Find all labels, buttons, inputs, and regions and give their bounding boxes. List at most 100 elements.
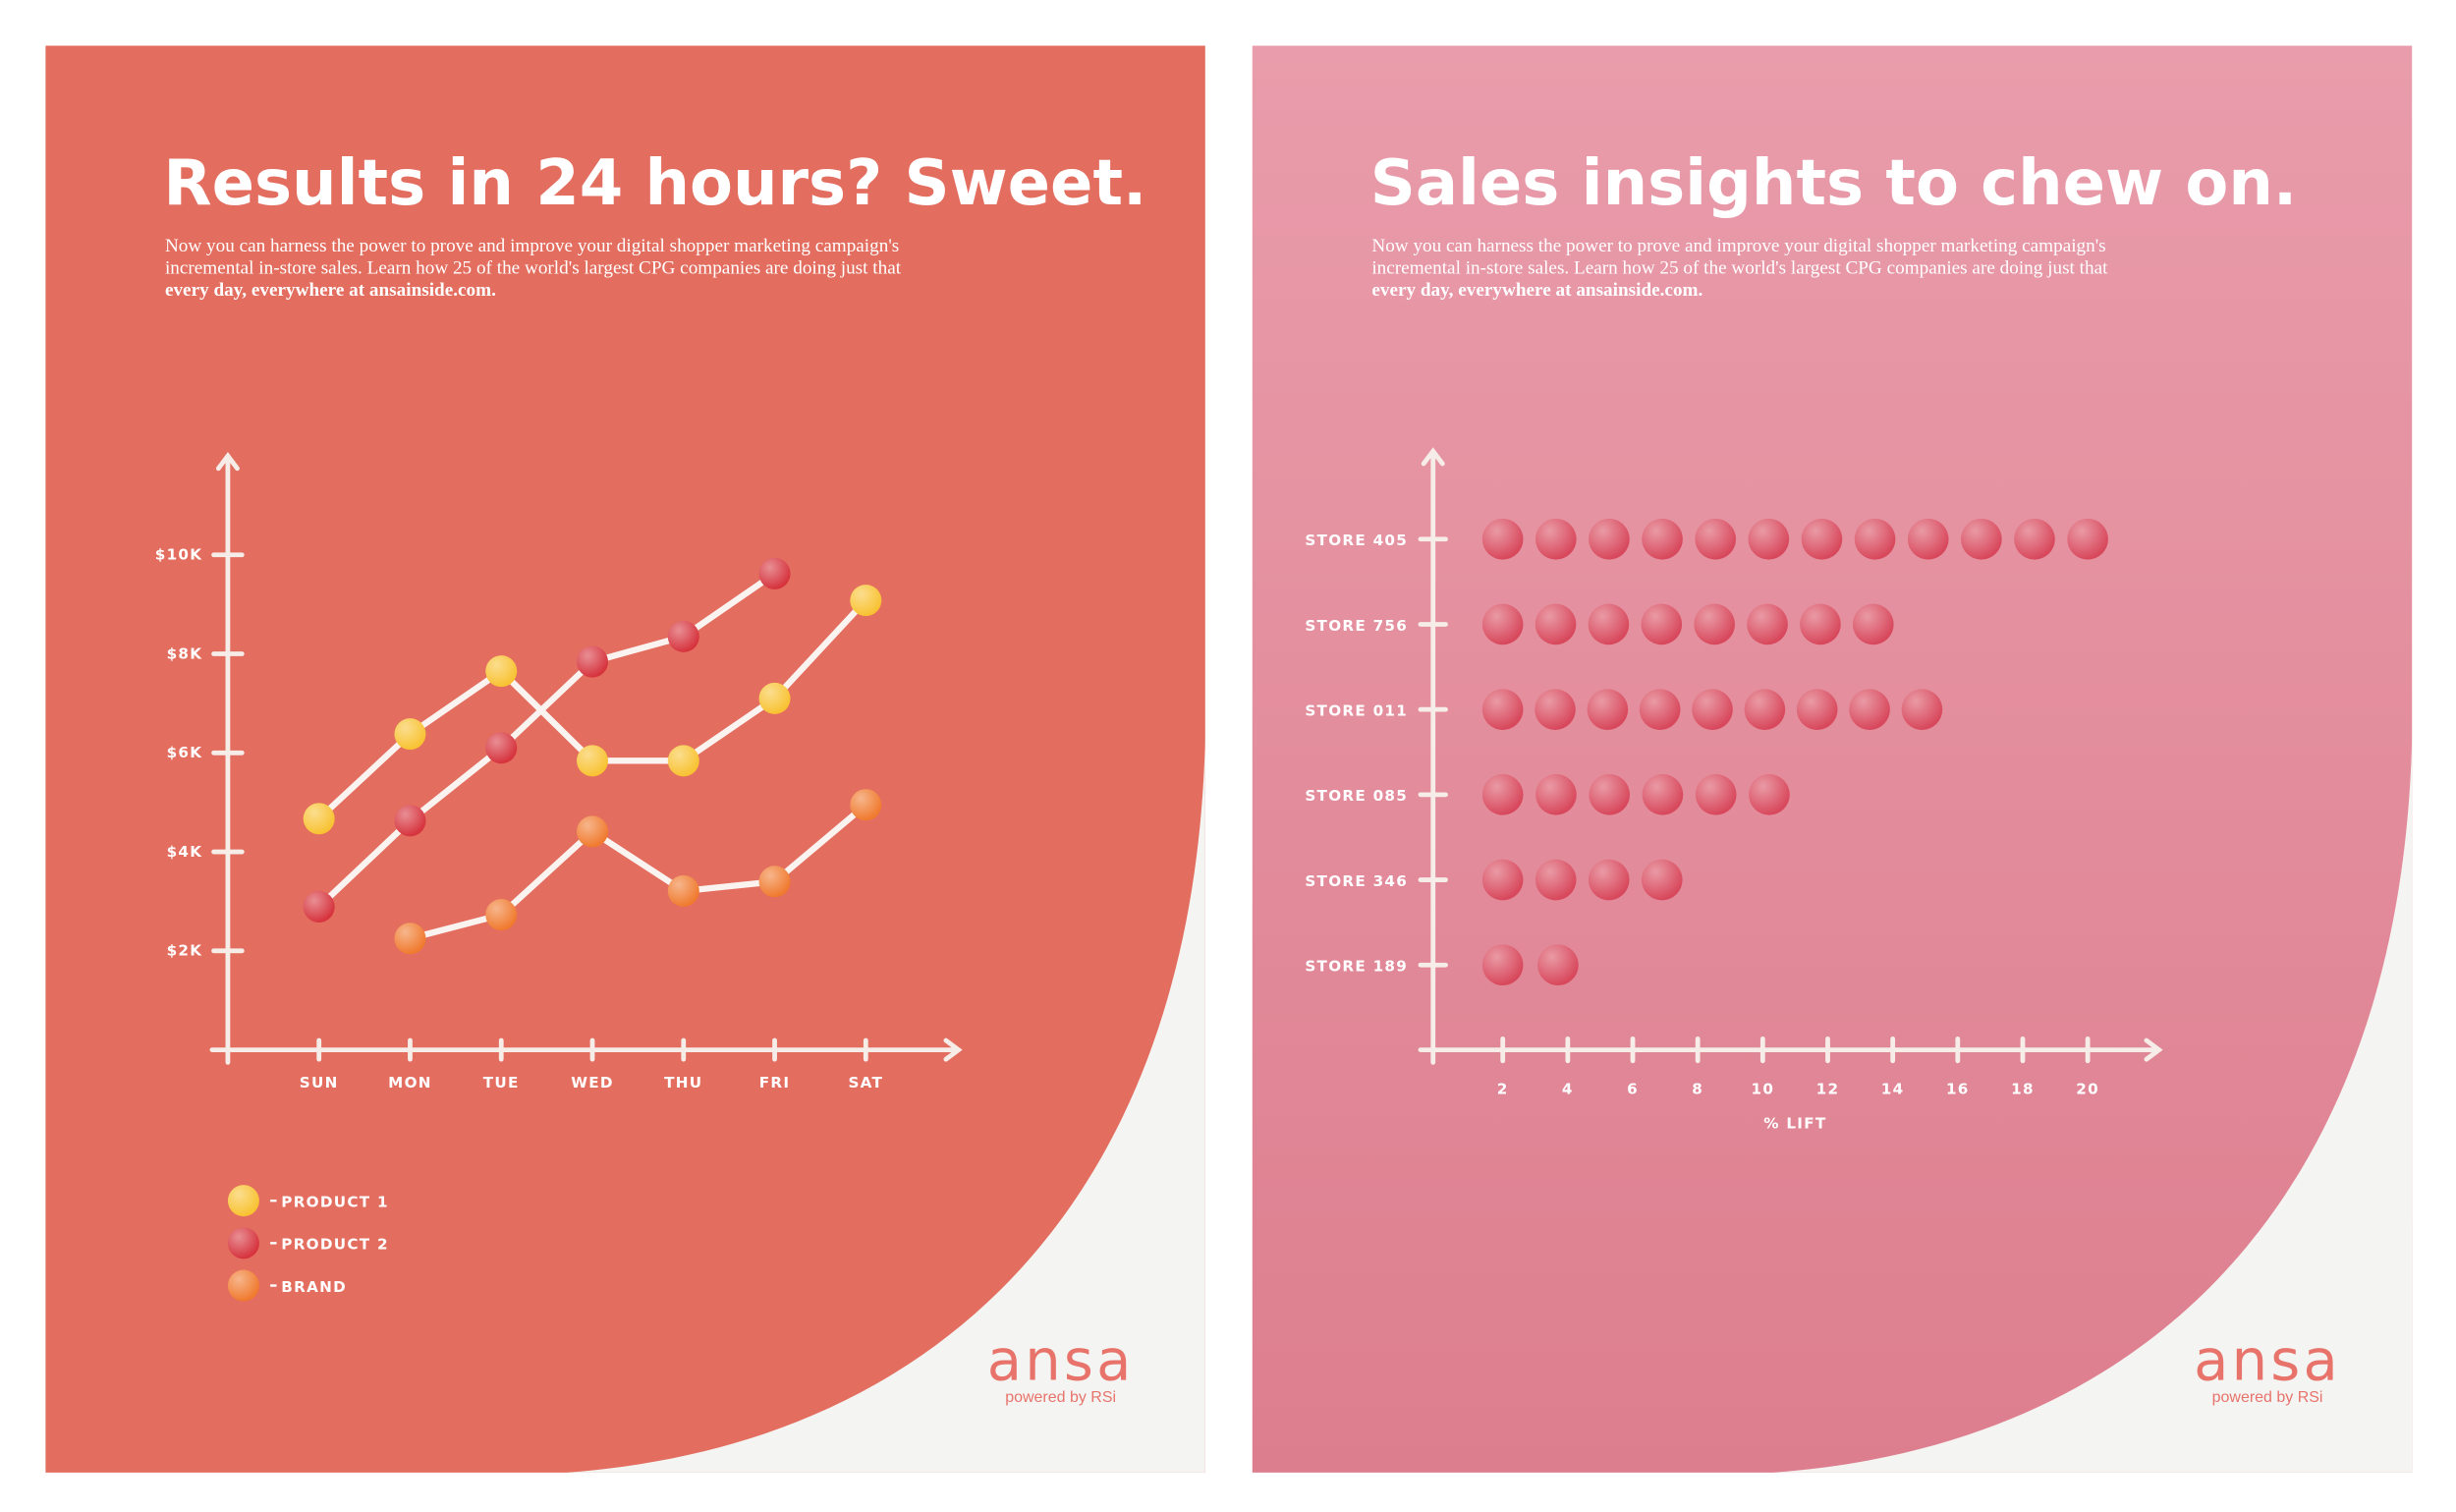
legend-shine bbox=[227, 1269, 259, 1302]
gum-shine bbox=[1481, 774, 1524, 815]
gum-shine bbox=[1589, 774, 1630, 815]
gum-bar bbox=[1481, 518, 2108, 560]
candy-shine bbox=[758, 866, 791, 898]
gum-shine bbox=[1537, 944, 1579, 986]
gum-shine bbox=[1481, 689, 1524, 730]
logo-tagline: powered by RSi bbox=[1005, 1389, 1116, 1406]
candy-shine bbox=[667, 745, 699, 777]
right-panel bbox=[1252, 45, 2413, 1473]
y-tick-label: STORE 085 bbox=[1305, 787, 1408, 805]
gum-shine bbox=[1901, 689, 1943, 730]
candy-shine bbox=[485, 732, 518, 764]
y-tick-label: $4K bbox=[167, 843, 203, 861]
gum-shine bbox=[1849, 689, 1890, 730]
candy-shine bbox=[394, 718, 426, 751]
gum-shine bbox=[1695, 774, 1737, 815]
candy-shine bbox=[485, 899, 518, 931]
gum-shine bbox=[1744, 689, 1786, 730]
y-tick-label: $8K bbox=[167, 644, 203, 662]
legend-label: PRODUCT 2 bbox=[281, 1236, 389, 1254]
gum-shine bbox=[1907, 518, 1949, 560]
candy-shine bbox=[758, 557, 791, 589]
gum-shine bbox=[1588, 603, 1630, 645]
body-text: Now you can harness the power to prove a… bbox=[165, 236, 899, 256]
y-tick-label: STORE 011 bbox=[1305, 702, 1408, 720]
gum-shine bbox=[1535, 518, 1577, 560]
gum-shine bbox=[1749, 774, 1790, 815]
y-tick-label: $10K bbox=[155, 546, 203, 564]
gum-bar bbox=[1481, 774, 1790, 815]
x-tick-label: THU bbox=[664, 1074, 702, 1092]
candy-shine bbox=[394, 923, 426, 955]
gum-bar bbox=[1481, 603, 1894, 645]
candy-shine bbox=[667, 874, 699, 907]
gum-shine bbox=[1796, 689, 1838, 730]
content: Results in 24 hours? Sweet. Now you can h… bbox=[155, 147, 2341, 1406]
y-tick-label: STORE 756 bbox=[1305, 617, 1408, 635]
gum-shine bbox=[1535, 859, 1577, 901]
x-tick-label: 6 bbox=[1627, 1080, 1639, 1097]
logo-tagline: powered by RSi bbox=[2212, 1389, 2323, 1406]
candy-shine bbox=[758, 682, 791, 714]
gum-bar bbox=[1481, 944, 1579, 986]
candy-shine bbox=[303, 891, 335, 923]
left-curve bbox=[565, 738, 1205, 1473]
gum-shine bbox=[1642, 518, 1683, 560]
candy-shine bbox=[850, 585, 882, 617]
gum-shine bbox=[1588, 859, 1630, 901]
body-bold: every day, everywhere at ansainside.com. bbox=[1371, 280, 1702, 301]
gum-shine bbox=[1801, 518, 1843, 560]
gum-shine bbox=[2014, 518, 2055, 560]
body-text: incremental in-store sales. Learn how 25… bbox=[165, 257, 902, 278]
headline: Sales insights to chew on. bbox=[1370, 147, 2297, 220]
body-bold: every day, everywhere at ansainside.com. bbox=[165, 280, 496, 301]
gum-shine bbox=[1589, 518, 1630, 560]
x-axis-label: % LIFT bbox=[1763, 1115, 1826, 1133]
y-tick-label: STORE 346 bbox=[1305, 872, 1408, 890]
x-tick-label: 18 bbox=[2011, 1080, 2035, 1097]
y-tick-label: STORE 405 bbox=[1305, 532, 1408, 549]
gum-shine bbox=[1747, 603, 1788, 645]
gum-shine bbox=[1748, 518, 1790, 560]
x-tick-label: 20 bbox=[2076, 1080, 2099, 1097]
gum-shine bbox=[1481, 859, 1524, 901]
gum-shine bbox=[1961, 518, 2002, 560]
x-tick-label: SAT bbox=[848, 1074, 883, 1092]
gum-shine bbox=[1535, 689, 1576, 730]
gum-shine bbox=[1587, 689, 1629, 730]
gum-shine bbox=[1695, 518, 1737, 560]
gum-shine bbox=[1853, 603, 1894, 645]
x-tick-label: 12 bbox=[1816, 1080, 1840, 1097]
legend-shine bbox=[227, 1227, 259, 1260]
gum-shine bbox=[1481, 518, 1524, 560]
y-tick-label: STORE 189 bbox=[1305, 958, 1408, 976]
x-tick-label: 8 bbox=[1692, 1080, 1703, 1097]
candy-shine bbox=[667, 620, 699, 652]
x-tick-label: FRI bbox=[759, 1074, 791, 1092]
legend-shine bbox=[227, 1185, 259, 1217]
gum-shine bbox=[1641, 859, 1683, 901]
gum-shine bbox=[1854, 518, 1896, 560]
gum-shine bbox=[1481, 603, 1524, 645]
x-axis bbox=[209, 1037, 963, 1062]
gum-shine bbox=[1535, 603, 1577, 645]
x-axis bbox=[1418, 1037, 2163, 1062]
x-tick-label: TUE bbox=[483, 1074, 520, 1092]
x-tick-label: WED bbox=[571, 1074, 614, 1092]
right-curve bbox=[1772, 738, 2413, 1473]
x-tick-label: 2 bbox=[1497, 1080, 1509, 1097]
logo: ansa bbox=[2194, 1327, 2341, 1393]
candy-shine bbox=[303, 803, 335, 835]
gum-bar bbox=[1481, 689, 1943, 730]
x-tick-label: 14 bbox=[1881, 1080, 1905, 1097]
gum-shine bbox=[2067, 518, 2108, 560]
body-text: Now you can harness the power to prove a… bbox=[1371, 236, 2105, 256]
candy-shine bbox=[485, 655, 518, 688]
x-tick-label: 10 bbox=[1751, 1080, 1774, 1097]
candy-shine bbox=[577, 745, 609, 777]
x-tick-label: SUN bbox=[300, 1074, 339, 1092]
gum-shine bbox=[1642, 774, 1684, 815]
gum-shine bbox=[1692, 689, 1733, 730]
x-tick-label: MON bbox=[388, 1074, 432, 1092]
